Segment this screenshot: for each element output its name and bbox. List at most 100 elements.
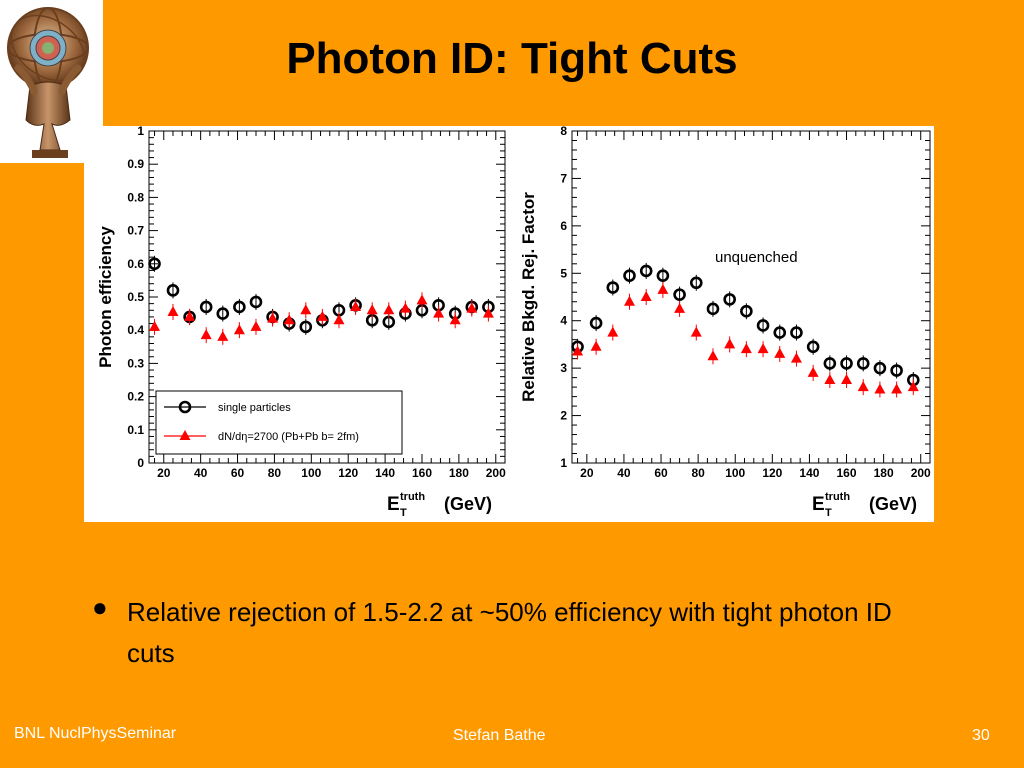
data-point-circle bbox=[199, 300, 213, 314]
data-point-circle bbox=[840, 357, 853, 370]
x-tick-label: 140 bbox=[799, 466, 819, 480]
data-point-triangle bbox=[724, 338, 736, 349]
data-point-triangle bbox=[607, 326, 619, 337]
data-point-triangle bbox=[416, 294, 428, 305]
data-point-triangle bbox=[466, 302, 478, 313]
data-point-circle bbox=[723, 293, 736, 306]
x-axis-label-sup: truth bbox=[400, 491, 425, 503]
x-tick-label: 180 bbox=[874, 466, 894, 480]
x-tick-label: 160 bbox=[412, 466, 432, 480]
data-point-triangle bbox=[874, 383, 886, 394]
data-point-triangle bbox=[657, 283, 669, 294]
x-tick-label: 20 bbox=[580, 466, 594, 480]
x-tick-label: 60 bbox=[654, 466, 668, 480]
data-point-triangle bbox=[790, 352, 802, 363]
y-tick-label: 0.6 bbox=[127, 257, 144, 271]
x-axis-label: E bbox=[812, 494, 825, 515]
data-point-triangle bbox=[857, 381, 869, 392]
data-point-triangle bbox=[624, 295, 636, 306]
x-tick-label: 80 bbox=[268, 466, 282, 480]
data-point-triangle bbox=[300, 304, 312, 315]
data-point-circle bbox=[589, 316, 603, 330]
bullet-icon: ● bbox=[92, 592, 108, 622]
x-axis-label-sub: T bbox=[400, 507, 407, 519]
data-point-triangle bbox=[757, 343, 769, 354]
data-point-triangle bbox=[740, 343, 752, 354]
data-point-triangle bbox=[690, 326, 702, 337]
data-point-triangle bbox=[824, 374, 836, 384]
data-point-circle bbox=[706, 302, 720, 316]
data-point-triangle bbox=[149, 320, 161, 331]
y-tick-label: 5 bbox=[560, 266, 567, 280]
y-tick-label: 0.2 bbox=[127, 390, 144, 404]
data-point-triangle bbox=[707, 350, 719, 361]
data-point-circle bbox=[623, 269, 636, 282]
data-point-triangle bbox=[807, 366, 819, 377]
data-point-triangle bbox=[433, 307, 445, 318]
data-point-triangle bbox=[907, 381, 919, 392]
x-axis-label-sub: T bbox=[825, 507, 832, 519]
y-tick-label: 1 bbox=[137, 124, 144, 138]
data-point-circle bbox=[166, 284, 180, 297]
y-tick-label: 3 bbox=[560, 361, 567, 375]
data-point-circle bbox=[639, 264, 653, 278]
plots-panel bbox=[84, 126, 934, 522]
data-point-circle bbox=[740, 304, 753, 318]
x-tick-label: 40 bbox=[617, 466, 631, 480]
chart-1: single particles dN/dη=2700 (Pb+Pb b= 2fm… bbox=[148, 130, 506, 464]
data-point-triangle bbox=[250, 320, 262, 331]
annotation-label: unquenched bbox=[715, 249, 798, 266]
y-tick-label: 1 bbox=[560, 456, 567, 470]
data-point-circle bbox=[806, 340, 820, 354]
atlas-titan-globe-icon bbox=[7, 7, 89, 158]
footer-author: Stefan Bathe bbox=[453, 727, 546, 744]
y-tick-label: 6 bbox=[560, 219, 567, 233]
data-point-triangle bbox=[674, 302, 686, 313]
data-point-triangle bbox=[383, 304, 395, 315]
legend-box bbox=[155, 390, 403, 455]
legend-marker bbox=[179, 430, 191, 440]
data-point-triangle bbox=[640, 291, 652, 301]
y-tick-label: 0.4 bbox=[127, 323, 144, 337]
data-point-circle bbox=[606, 281, 620, 294]
data-point-circle bbox=[148, 257, 161, 271]
data-point-triangle bbox=[217, 330, 229, 341]
y-axis-label: Photon efficiency bbox=[96, 226, 115, 368]
y-tick-label: 8 bbox=[560, 124, 567, 138]
x-tick-label: 160 bbox=[837, 466, 857, 480]
data-point-circle bbox=[873, 361, 887, 375]
data-point-triangle bbox=[316, 310, 328, 321]
chart-2 bbox=[571, 130, 931, 464]
data-point-circle bbox=[249, 295, 263, 309]
bullet-text: Relative rejection of 1.5-2.2 at ~50% ef… bbox=[127, 597, 892, 668]
x-tick-label: 100 bbox=[301, 466, 321, 480]
y-tick-label: 0 bbox=[137, 456, 144, 470]
page-title: Photon ID: Tight Cuts bbox=[286, 34, 738, 83]
data-point-triangle bbox=[233, 324, 245, 335]
y-tick-label: 0.7 bbox=[127, 224, 144, 238]
data-point-triangle bbox=[841, 374, 853, 384]
x-tick-label: 60 bbox=[231, 466, 245, 480]
y-tick-label: 4 bbox=[560, 314, 567, 328]
data-point-triangle bbox=[350, 300, 362, 311]
x-tick-label: 120 bbox=[338, 466, 358, 480]
data-point-triangle bbox=[482, 307, 494, 318]
y-tick-label: 0.3 bbox=[127, 356, 144, 370]
data-point-triangle bbox=[167, 305, 179, 316]
legend-label-1: single particles bbox=[218, 402, 291, 414]
y-tick-label: 0.1 bbox=[127, 423, 144, 437]
data-point-triangle bbox=[399, 302, 411, 313]
logo-area bbox=[0, 0, 103, 163]
x-tick-label: 140 bbox=[375, 466, 395, 480]
data-point-triangle bbox=[449, 314, 461, 325]
data-point-circle bbox=[656, 269, 670, 282]
legend: single particles dN/dη=2700 (Pb+Pb b= 2fm… bbox=[155, 390, 403, 455]
series-2 bbox=[572, 281, 919, 398]
x-tick-label: 80 bbox=[691, 466, 705, 480]
plot-frame bbox=[571, 130, 931, 464]
data-point-circle bbox=[823, 357, 837, 370]
x-tick-label: 20 bbox=[157, 466, 171, 480]
x-tick-label: 40 bbox=[194, 466, 208, 480]
legend-marker bbox=[178, 400, 192, 414]
